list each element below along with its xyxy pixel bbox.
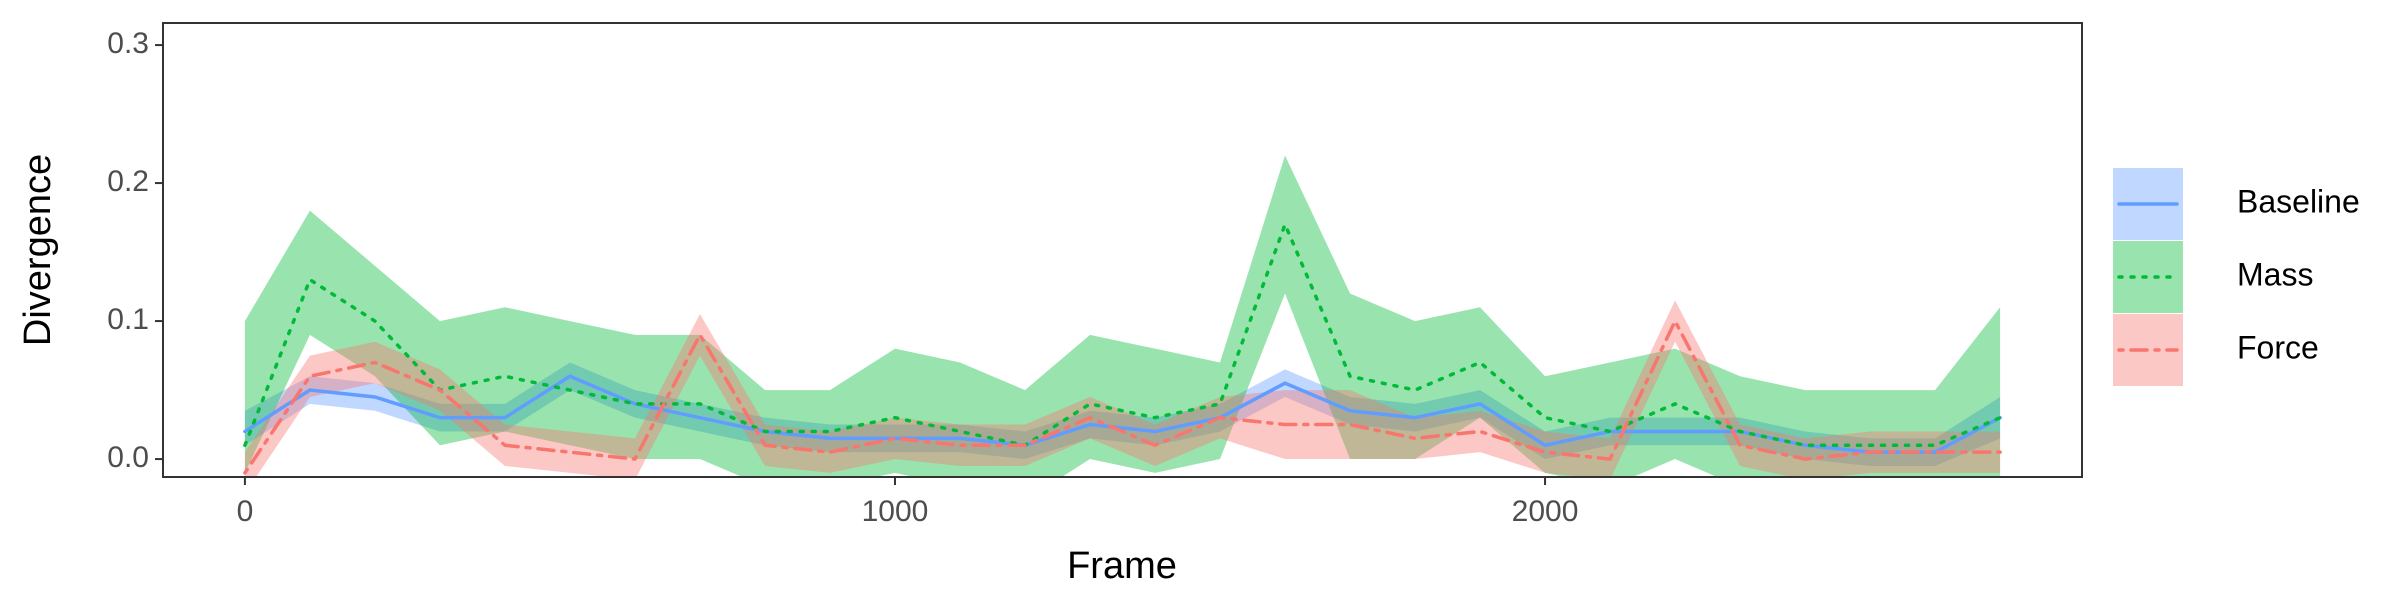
x-tick-label: 0 [237,495,254,528]
y-tick-label: 0.1 [107,303,149,336]
legend-label: Mass [2237,256,2313,292]
series-line [243,317,2002,475]
y-axis-title: Divergence [17,154,59,346]
confidence-band [244,300,2001,477]
series-line [243,374,2002,454]
plot-border [162,22,2083,478]
y-tick-label: 0.0 [107,441,149,474]
x-tick-label: 2000 [1512,495,1579,528]
y-tick-label: 0.3 [107,27,149,60]
series-line [243,219,2002,448]
y-tick-label: 0.2 [107,165,149,198]
plot-area [243,155,2002,477]
confidence-band [244,155,2001,477]
x-tick-label: 1000 [862,495,929,528]
x-axis-title: Frame [1067,545,1177,587]
legend-label: Force [2237,329,2319,365]
legend-label: Baseline [2237,183,2360,219]
